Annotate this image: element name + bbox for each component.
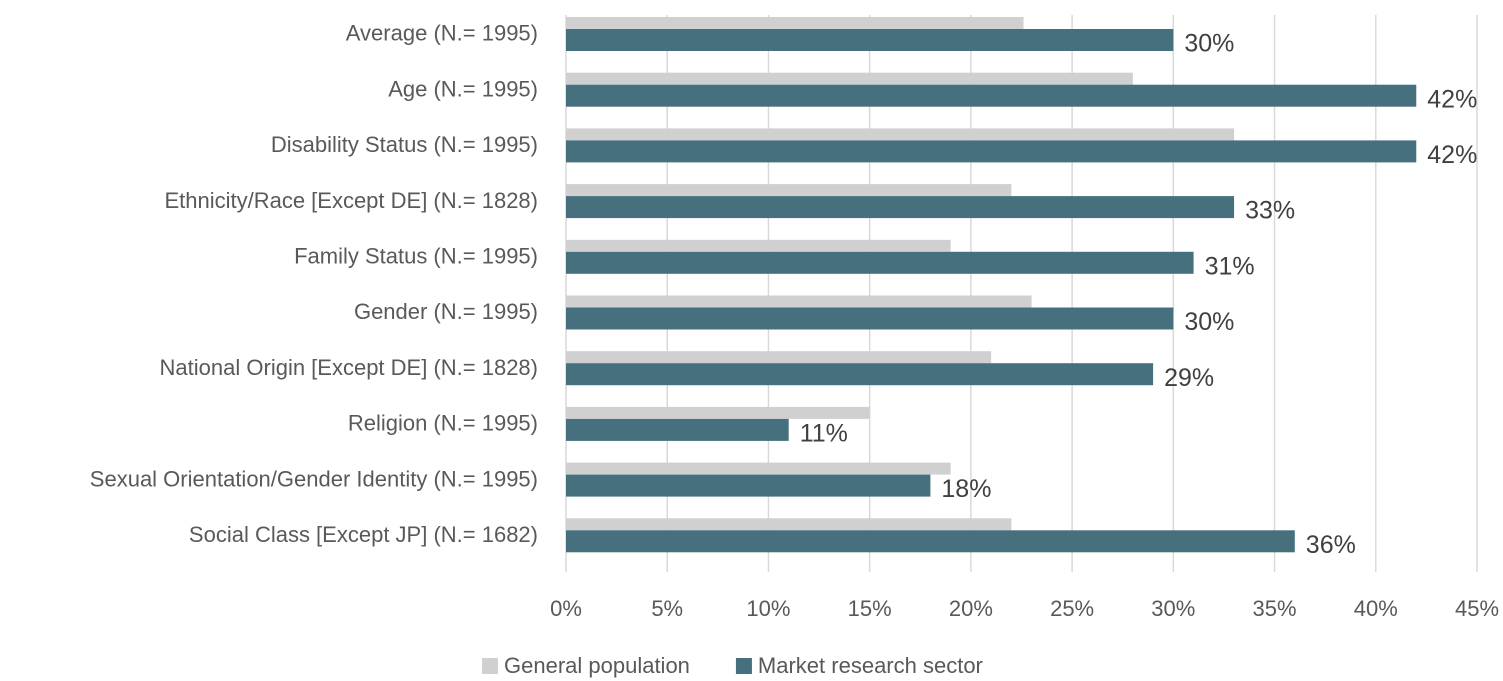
bar [566,462,951,475]
data-label: 30% [1184,308,1234,336]
x-tick-label: 45% [1455,596,1499,621]
data-label: 30% [1184,30,1234,58]
x-tick-label: 25% [1050,596,1094,621]
y-tick-label: Gender (N.= 1995) [354,299,538,324]
bar [566,530,1295,553]
x-tick-label: 0% [550,596,582,621]
bar [566,307,1174,330]
legend-swatch [482,658,498,674]
data-label: 33% [1245,197,1295,225]
x-tick-label: 30% [1151,596,1195,621]
bar [566,72,1133,85]
data-label: 36% [1306,531,1356,559]
legend-swatch [735,658,752,674]
bar [566,474,931,497]
x-tick-label: 35% [1253,596,1297,621]
data-label: 42% [1427,85,1477,113]
data-label: 31% [1205,252,1255,280]
bar [566,406,870,419]
bar [566,84,1417,107]
x-tick-label: 20% [949,596,993,621]
x-tick-label: 40% [1354,596,1398,621]
y-tick-label: Religion (N.= 1995) [348,411,538,436]
bar [566,295,1032,308]
y-tick-label: Disability Status (N.= 1995) [271,132,538,157]
y-tick-label: Age (N.= 1995) [388,76,538,101]
bar [566,363,1154,386]
bar [566,351,992,364]
bar [566,184,1012,197]
legend-label: Market research sector [758,653,983,678]
bar [566,17,1024,29]
bar [566,251,1194,274]
y-tick-label: Average (N.= 1995) [346,21,538,46]
x-tick-label: 10% [746,596,790,621]
bar [566,196,1235,219]
y-tick-label: National Origin [Except DE] (N.= 1828) [160,355,538,380]
bar [566,418,789,441]
bar [566,239,951,252]
y-tick-label: Sexual Orientation/Gender Identity (N.= … [90,466,538,491]
y-tick-label: Family Status (N.= 1995) [294,243,538,268]
data-label: 29% [1164,364,1214,392]
y-tick-label: Ethnicity/Race [Except DE] (N.= 1828) [164,188,538,213]
bar [566,140,1417,163]
data-label: 11% [800,420,848,448]
data-label: 42% [1427,141,1477,169]
legend-label: General population [504,653,690,678]
data-label: 18% [941,475,991,503]
bar [566,29,1174,51]
x-tick-label: 15% [848,596,892,621]
x-tick-label: 5% [651,596,683,621]
y-tick-label: Social Class [Except JP] (N.= 1682) [189,522,538,547]
bar [566,518,1012,531]
bar [566,128,1235,141]
